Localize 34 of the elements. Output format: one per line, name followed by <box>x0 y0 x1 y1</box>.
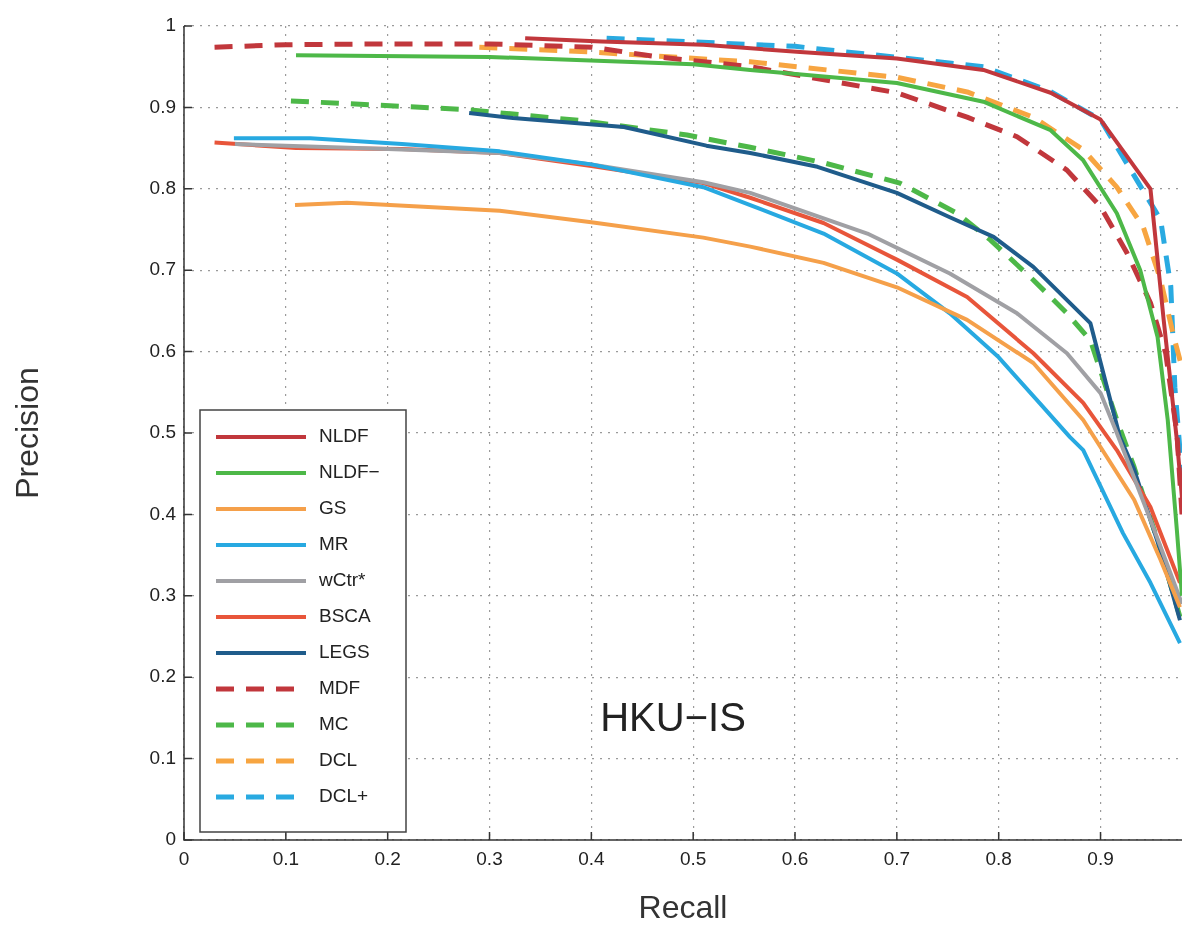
y-tick-label: 0.9 <box>149 95 176 117</box>
legend-label: LEGS <box>319 641 370 663</box>
legend-label: BSCA <box>319 605 372 627</box>
y-tick-label: 0.3 <box>149 584 176 606</box>
x-tick-label: 0.5 <box>679 847 707 869</box>
x-tick-label: 0.4 <box>578 847 605 869</box>
legend-label: DCL+ <box>319 785 369 807</box>
x-tick-label: 0.1 <box>272 847 300 869</box>
legend-label: wCtr* <box>318 569 367 591</box>
legend-label: GS <box>319 497 347 519</box>
y-axis-title: Precision <box>9 367 46 499</box>
y-tick-label: 0.8 <box>149 177 176 199</box>
y-tick-label: 0.7 <box>149 258 176 280</box>
y-tick-label: 0.4 <box>149 502 177 524</box>
x-tick-label: 0.8 <box>985 847 1012 869</box>
legend-label: NLDF− <box>319 461 380 483</box>
legend-label: DCL <box>319 749 358 771</box>
x-tick-label: 0.2 <box>374 847 401 869</box>
y-tick-label: 0.5 <box>149 421 176 443</box>
legend-label: NLDF <box>319 425 369 447</box>
x-tick-label: 0.6 <box>781 847 809 869</box>
y-tick-label: 0.6 <box>149 339 176 361</box>
y-tick-label: 0 <box>165 828 176 850</box>
y-tick-label: 0.2 <box>149 665 176 687</box>
legend-label: MR <box>319 533 349 555</box>
legend-label: MC <box>319 713 349 735</box>
legend-label: MDF <box>319 677 361 699</box>
annotation: HKU−IS <box>600 695 746 740</box>
x-tick-label: 0.3 <box>476 847 503 869</box>
x-axis-title: Recall <box>638 888 728 925</box>
x-tick-label: 0.9 <box>1087 847 1114 869</box>
x-tick-label: 0.7 <box>883 847 911 869</box>
y-tick-label: 0.1 <box>149 746 176 768</box>
y-tick-label: 1 <box>165 14 176 36</box>
